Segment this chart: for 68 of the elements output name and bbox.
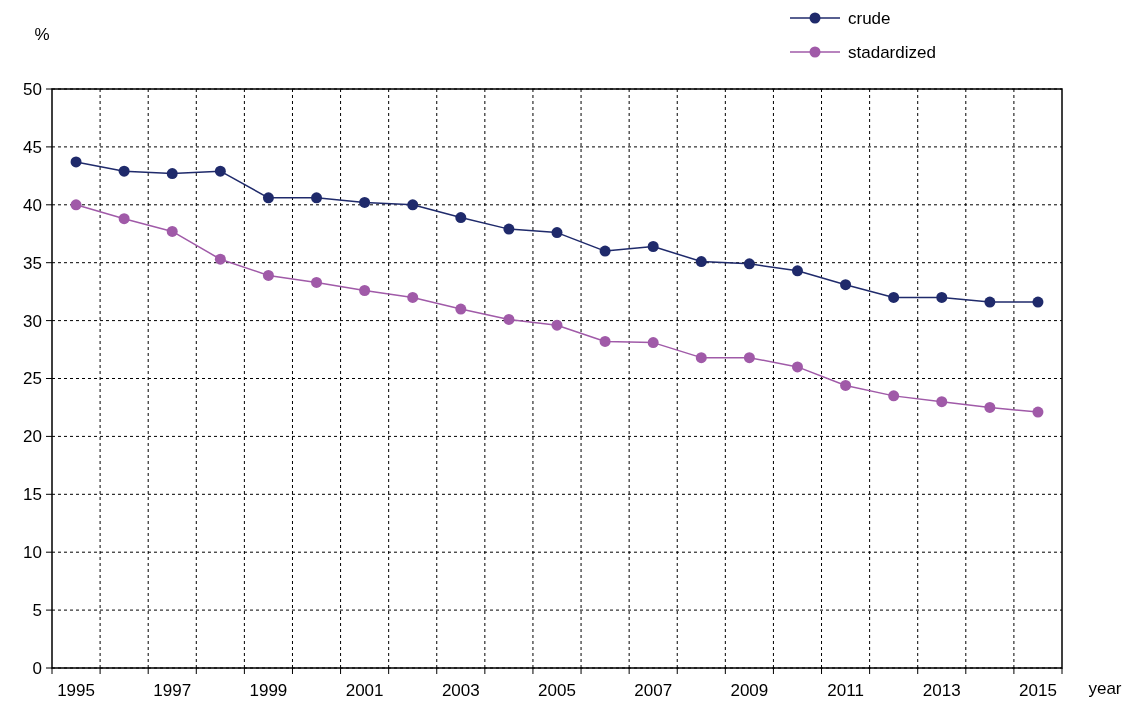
y-tick-label: 20 xyxy=(23,427,42,447)
point xyxy=(166,225,178,237)
legend-label: crude xyxy=(848,8,891,28)
point xyxy=(359,284,371,296)
y-tick-label: 10 xyxy=(23,543,42,563)
point xyxy=(743,258,755,270)
point xyxy=(70,156,82,168)
point xyxy=(262,269,274,281)
point xyxy=(455,212,467,224)
y-tick-label: 50 xyxy=(23,79,42,99)
point xyxy=(118,213,130,225)
point xyxy=(599,335,611,347)
point xyxy=(311,192,323,204)
x-tick-label: 2001 xyxy=(345,681,384,700)
point xyxy=(551,319,563,331)
point xyxy=(984,401,996,413)
x-tick-label: 2007 xyxy=(634,681,673,700)
point xyxy=(599,245,611,257)
point xyxy=(840,279,852,291)
point xyxy=(984,296,996,308)
point xyxy=(1032,406,1044,418)
point xyxy=(888,390,900,402)
x-tick-label: 2005 xyxy=(538,681,576,700)
y-tick-label: 0 xyxy=(32,658,42,678)
point xyxy=(407,199,419,211)
x-tick-label: 2013 xyxy=(922,681,961,700)
y-tick-label: 30 xyxy=(23,311,42,331)
point xyxy=(647,337,659,349)
y-tick-label: 40 xyxy=(23,195,42,215)
x-axis-title: year xyxy=(1088,679,1122,698)
point xyxy=(359,196,371,208)
point xyxy=(551,227,563,239)
point xyxy=(936,291,948,303)
point xyxy=(840,379,852,391)
y-tick-label: 5 xyxy=(32,601,42,621)
point xyxy=(695,256,707,268)
point xyxy=(118,165,130,177)
x-tick-label: 2009 xyxy=(730,681,769,700)
point xyxy=(214,165,226,177)
y-tick-label: 25 xyxy=(23,369,42,389)
y-tick-label: 35 xyxy=(23,253,42,273)
point xyxy=(888,291,900,303)
point xyxy=(70,199,82,211)
point xyxy=(166,168,178,180)
point xyxy=(311,276,323,288)
x-tick-label: 1995 xyxy=(57,681,95,700)
point xyxy=(695,352,707,364)
y-tick-label: 15 xyxy=(23,485,42,505)
point xyxy=(743,352,755,364)
point xyxy=(503,313,515,325)
point xyxy=(1032,296,1044,308)
point xyxy=(503,223,515,235)
point xyxy=(262,192,274,204)
y-axis-title: % xyxy=(34,25,50,44)
x-tick-label: 2015 xyxy=(1019,681,1057,700)
x-tick-label: 1997 xyxy=(153,681,192,700)
point xyxy=(791,265,803,277)
point xyxy=(647,240,659,252)
point xyxy=(214,253,226,265)
x-tick-label: 2011 xyxy=(827,681,864,700)
y-tick-label: 45 xyxy=(23,137,42,157)
x-tick-label: 1999 xyxy=(249,681,288,700)
point xyxy=(455,303,467,315)
point xyxy=(791,361,803,373)
legend-label: stadardized xyxy=(848,42,936,62)
point xyxy=(407,291,419,303)
point xyxy=(936,396,948,408)
x-tick-label: 2003 xyxy=(441,681,480,700)
